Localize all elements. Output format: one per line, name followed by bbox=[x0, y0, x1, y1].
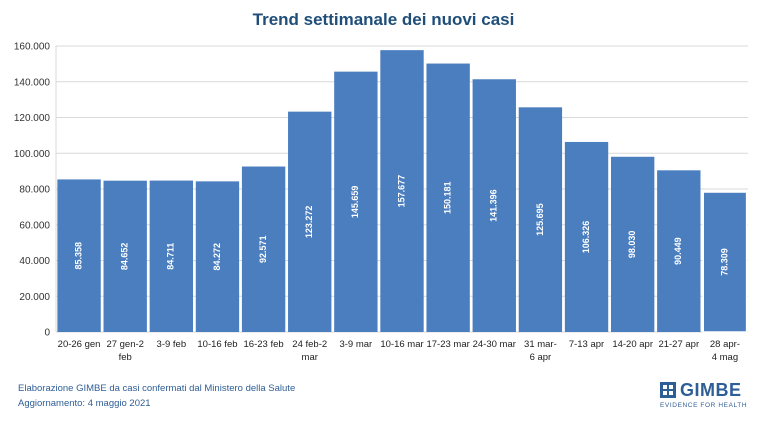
data-label: 145.659 bbox=[350, 186, 360, 219]
x-tick-label: 27 gen-2 feb bbox=[106, 339, 144, 363]
gimbe-logo-icon bbox=[660, 382, 676, 398]
data-label: 84.652 bbox=[120, 243, 130, 271]
bars bbox=[57, 50, 748, 333]
data-label: 125.695 bbox=[535, 203, 545, 236]
data-label: 98.030 bbox=[627, 231, 637, 259]
x-tick-label: 16-23 feb bbox=[244, 339, 284, 350]
x-tick-label: 21-27 apr bbox=[658, 339, 699, 350]
data-label: 78.309 bbox=[719, 248, 729, 276]
bar bbox=[657, 170, 701, 332]
y-tick-label: 140.000 bbox=[14, 77, 51, 88]
y-tick-label: 160.000 bbox=[14, 42, 51, 53]
x-tick-label: 24 feb-2 mar bbox=[292, 339, 327, 363]
x-tick-label: 31 mar-6 apr bbox=[524, 339, 557, 363]
data-label: 150.181 bbox=[443, 182, 453, 215]
bar bbox=[195, 181, 240, 332]
x-tick-label: 3-9 feb bbox=[157, 339, 187, 350]
bar bbox=[149, 180, 194, 332]
gimbe-logo: GIMBE EVIDENCE FOR HEALTH bbox=[660, 380, 755, 414]
chart-title: Trend settimanale dei nuovi casi bbox=[252, 10, 515, 29]
bar bbox=[610, 156, 655, 332]
logo-name: GIMBE bbox=[680, 380, 742, 400]
bar bbox=[288, 111, 332, 332]
y-tick-label: 120.000 bbox=[14, 113, 51, 124]
x-tick-label: 14-20 apr bbox=[612, 339, 653, 350]
bar bbox=[334, 71, 378, 333]
y-tick-label: 40.000 bbox=[19, 256, 50, 267]
bar bbox=[57, 179, 101, 332]
data-label: 92.571 bbox=[258, 235, 268, 263]
source-note: Elaborazione GIMBE da casi confermati da… bbox=[18, 383, 296, 394]
logo-tagline: EVIDENCE FOR HEALTH bbox=[660, 402, 748, 409]
x-tick-label: 10-16 mar bbox=[380, 339, 423, 350]
y-tick-label: 60.000 bbox=[19, 220, 50, 231]
data-label: 85.358 bbox=[73, 242, 83, 270]
bar bbox=[702, 191, 748, 333]
data-label: 84.711 bbox=[166, 243, 176, 270]
bar bbox=[103, 180, 147, 332]
x-axis: 20-26 gen 27 gen-2 feb 3-9 feb 10-16 feb 16-2… bbox=[58, 339, 740, 363]
bar bbox=[380, 50, 424, 332]
y-tick-label: 80.000 bbox=[19, 185, 50, 196]
data-label: 157.677 bbox=[396, 175, 406, 208]
bar bbox=[472, 79, 516, 333]
x-tick-label: 28 apr-4 mag bbox=[710, 339, 740, 363]
data-label: 106.326 bbox=[581, 221, 591, 254]
y-axis: 0 20.000 40.000 60.000 80.000 100.000 120.000 1… bbox=[14, 42, 51, 339]
bar bbox=[518, 107, 563, 332]
bar bbox=[564, 141, 609, 332]
x-tick-label: 20-26 gen bbox=[58, 339, 101, 350]
y-tick-label: 0 bbox=[44, 328, 50, 339]
x-tick-label: 3-9 mar bbox=[339, 339, 372, 350]
data-labels: 85.358 84.652 84.711 84.272 92.571 123.272 145… bbox=[73, 175, 729, 276]
x-tick-label: 17-23 mar bbox=[426, 339, 469, 350]
data-label: 141.396 bbox=[489, 189, 499, 222]
x-tick-label: 24-30 mar bbox=[473, 339, 516, 350]
y-tick-label: 100.000 bbox=[14, 149, 51, 160]
bar bbox=[241, 166, 286, 332]
data-label: 84.272 bbox=[212, 243, 222, 271]
bar-chart: 0 20.000 40.000 60.000 80.000 100.000 120.000 1… bbox=[14, 42, 748, 363]
data-label: 123.272 bbox=[304, 206, 314, 239]
data-label: 90.449 bbox=[673, 237, 683, 265]
x-tick-label: 10-16 feb bbox=[197, 339, 237, 350]
x-tick-label: 7-13 apr bbox=[569, 339, 604, 350]
bar bbox=[426, 63, 470, 333]
y-tick-label: 20.000 bbox=[19, 292, 50, 303]
update-date: Aggiornamento: 4 maggio 2021 bbox=[18, 398, 151, 409]
